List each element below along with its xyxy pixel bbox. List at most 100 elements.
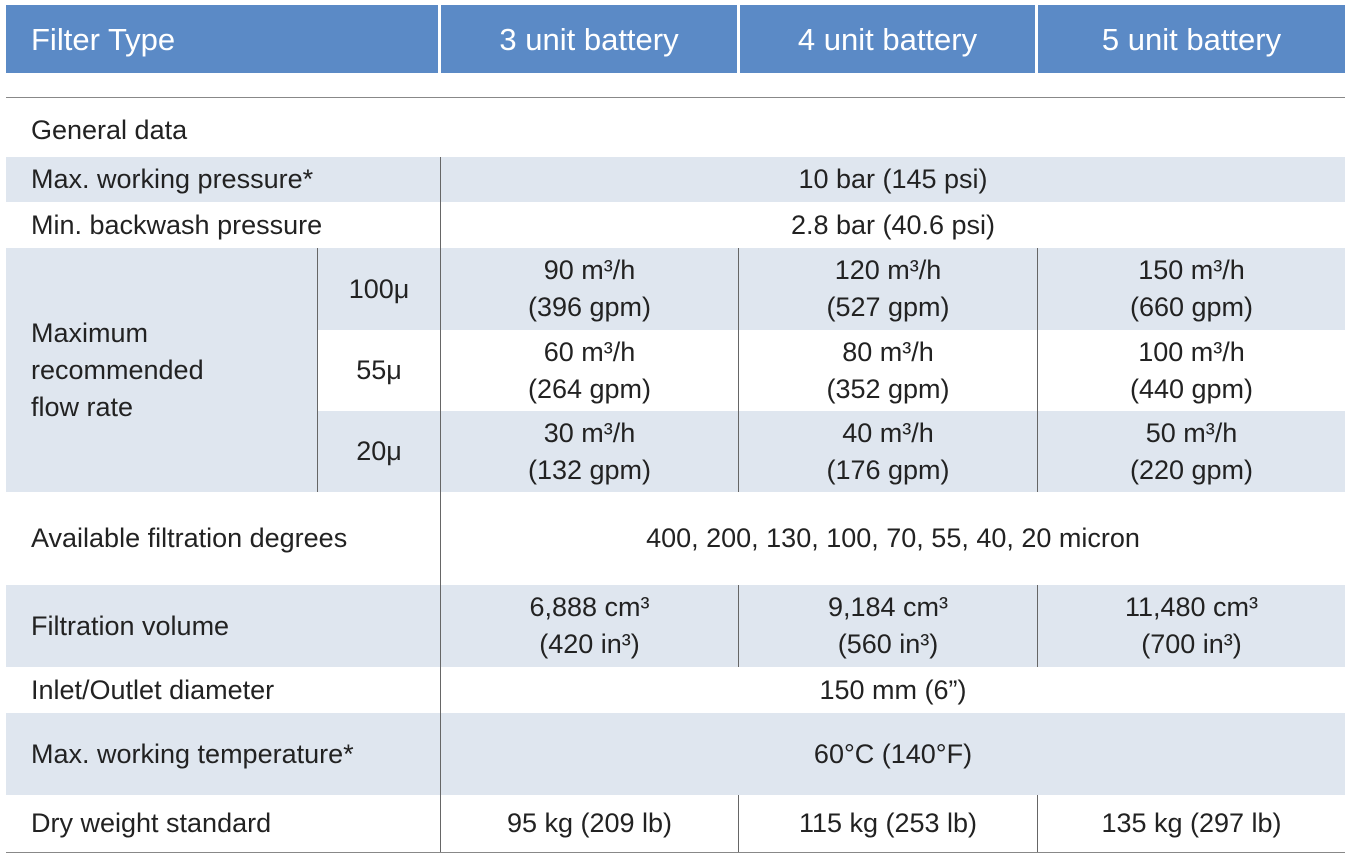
cell: 4 unit battery [740, 5, 1035, 73]
cell-text: recommended [31, 354, 204, 385]
cell-text: 9,184 cm³ [827, 592, 949, 622]
cell-text: 10 bar (145 psi) [798, 164, 988, 194]
cell: Min. backwash pressure [6, 202, 440, 248]
cell: 80 m³/h (352 gpm) [739, 330, 1037, 411]
cell-text: (440 gpm) [1129, 373, 1254, 404]
cell: 135 kg (297 lb) [1038, 795, 1345, 852]
cell: 55μ [318, 330, 440, 411]
cell-text: 95 kg (209 lb) [506, 808, 673, 838]
cell-text: 135 kg (297 lb) [1101, 808, 1282, 838]
row-band [6, 248, 318, 492]
rule [1037, 585, 1038, 667]
cell-text: (660 gpm) [1129, 292, 1254, 322]
cell: 60°C (140°F) [441, 713, 1345, 795]
cell-text: 6,888 cm³ [529, 592, 650, 622]
cell-text: 400, 200, 130, 100, 70, 55, 40, 20 micro… [646, 523, 1140, 553]
cell: 90 m³/h (396 gpm) [441, 248, 738, 330]
row-band [6, 713, 1345, 795]
cell-text: 100 m³/h [1138, 336, 1245, 367]
cell: 115 kg (253 lb) [739, 795, 1037, 852]
rule [6, 852, 1345, 853]
cell: Max. working pressure* [6, 157, 440, 202]
cell-text: (527 gpm) [826, 292, 950, 322]
cell-text: 60 m³/h [543, 336, 636, 367]
cell: Max. working temperature* [6, 713, 440, 795]
cell-text: (352 gpm) [826, 373, 950, 404]
cell-text: flow rate [31, 391, 134, 422]
cell-text: 3 unit battery [499, 21, 679, 57]
cell-text: (264 gpm) [527, 373, 652, 404]
cell-text: 30 m³/h [543, 417, 636, 448]
rule [738, 585, 739, 667]
cell-text: 2.8 bar (40.6 psi) [790, 209, 996, 240]
cell-text: Filtration volume [31, 610, 230, 641]
cell: Maximum recommended flow rate [6, 248, 317, 492]
cell-text: 90 m³/h [543, 255, 636, 285]
cell: 20μ [318, 411, 440, 492]
rule [317, 248, 318, 492]
cell-text: Filter Type [31, 21, 176, 57]
cell-text: 55μ [356, 355, 402, 385]
cell-text: 5 unit battery [1101, 21, 1282, 57]
cell-text: (420 in³) [539, 629, 640, 659]
rule [440, 157, 441, 852]
cell-text: 60°C (140°F) [813, 738, 973, 769]
cell-text: Dry weight standard [31, 808, 272, 838]
cell: 6,888 cm³ (420 in³) [441, 585, 738, 667]
cell-text: 80 m³/h [842, 336, 934, 367]
cell: Inlet/Outlet diameter [6, 667, 440, 713]
cell: 10 bar (145 psi) [441, 157, 1345, 202]
cell: 30 m³/h (132 gpm) [441, 411, 738, 492]
cell: Filtration volume [6, 585, 440, 667]
cell-text: (396 gpm) [527, 292, 652, 322]
cell: 50 m³/h (220 gpm) [1038, 411, 1345, 492]
cell-text: 115 kg (253 lb) [798, 808, 978, 838]
cell: 2.8 bar (40.6 psi) [441, 202, 1345, 248]
cell-text: 20μ [356, 436, 402, 466]
cell: 9,184 cm³ (560 in³) [739, 585, 1037, 667]
row-band [6, 585, 1345, 667]
rule [1037, 248, 1038, 492]
cell-text: 4 unit battery [797, 21, 978, 57]
rule [6, 97, 1345, 98]
rule [1037, 795, 1038, 852]
cell: 95 kg (209 lb) [441, 795, 738, 852]
cell-text: Inlet/Outlet diameter [31, 674, 275, 705]
rule [738, 248, 739, 492]
cell-text: Max. working pressure* [31, 164, 314, 194]
cell-text: 120 m³/h [834, 255, 942, 285]
cell-text: Maximum [31, 317, 149, 348]
cell: 150 m³/h (660 gpm) [1038, 248, 1345, 330]
cell-text: 40 m³/h [842, 417, 934, 448]
cell: 5 unit battery [1038, 5, 1345, 73]
row-band [6, 157, 1345, 202]
cell: General data [6, 105, 438, 155]
cell: 120 m³/h (527 gpm) [739, 248, 1037, 330]
cell: 60 m³/h (264 gpm) [441, 330, 738, 411]
cell-text: Max. working temperature* [31, 738, 354, 769]
cell-text: Available filtration degrees [31, 523, 348, 553]
cell-text: General data [31, 114, 188, 145]
cell: Available filtration degrees [6, 492, 440, 585]
cell-text: 50 m³/h [1145, 417, 1238, 448]
cell-text: 150 mm (6”) [819, 674, 967, 705]
cell-text: (176 gpm) [826, 454, 950, 485]
cell: 40 m³/h (176 gpm) [739, 411, 1037, 492]
cell: 11,480 cm³ (700 in³) [1038, 585, 1345, 667]
cell: 400, 200, 130, 100, 70, 55, 40, 20 micro… [441, 492, 1345, 585]
cell: 100 m³/h (440 gpm) [1038, 330, 1345, 411]
cell: Filter Type [6, 5, 438, 73]
cell-text: 150 m³/h [1138, 255, 1245, 285]
cell: 100μ [318, 248, 440, 330]
cell: 3 unit battery [441, 5, 737, 73]
cell-text: 11,480 cm³ [1124, 592, 1259, 622]
cell-text: 100μ [348, 273, 410, 304]
cell: 150 mm (6”) [441, 667, 1345, 713]
cell-text: (132 gpm) [527, 454, 652, 485]
cell-text: (700 in³) [1141, 629, 1242, 659]
cell-text: (220 gpm) [1129, 454, 1254, 485]
rule [738, 795, 739, 852]
cell-text: (560 in³) [837, 629, 939, 659]
cell-text: Min. backwash pressure [31, 209, 323, 240]
